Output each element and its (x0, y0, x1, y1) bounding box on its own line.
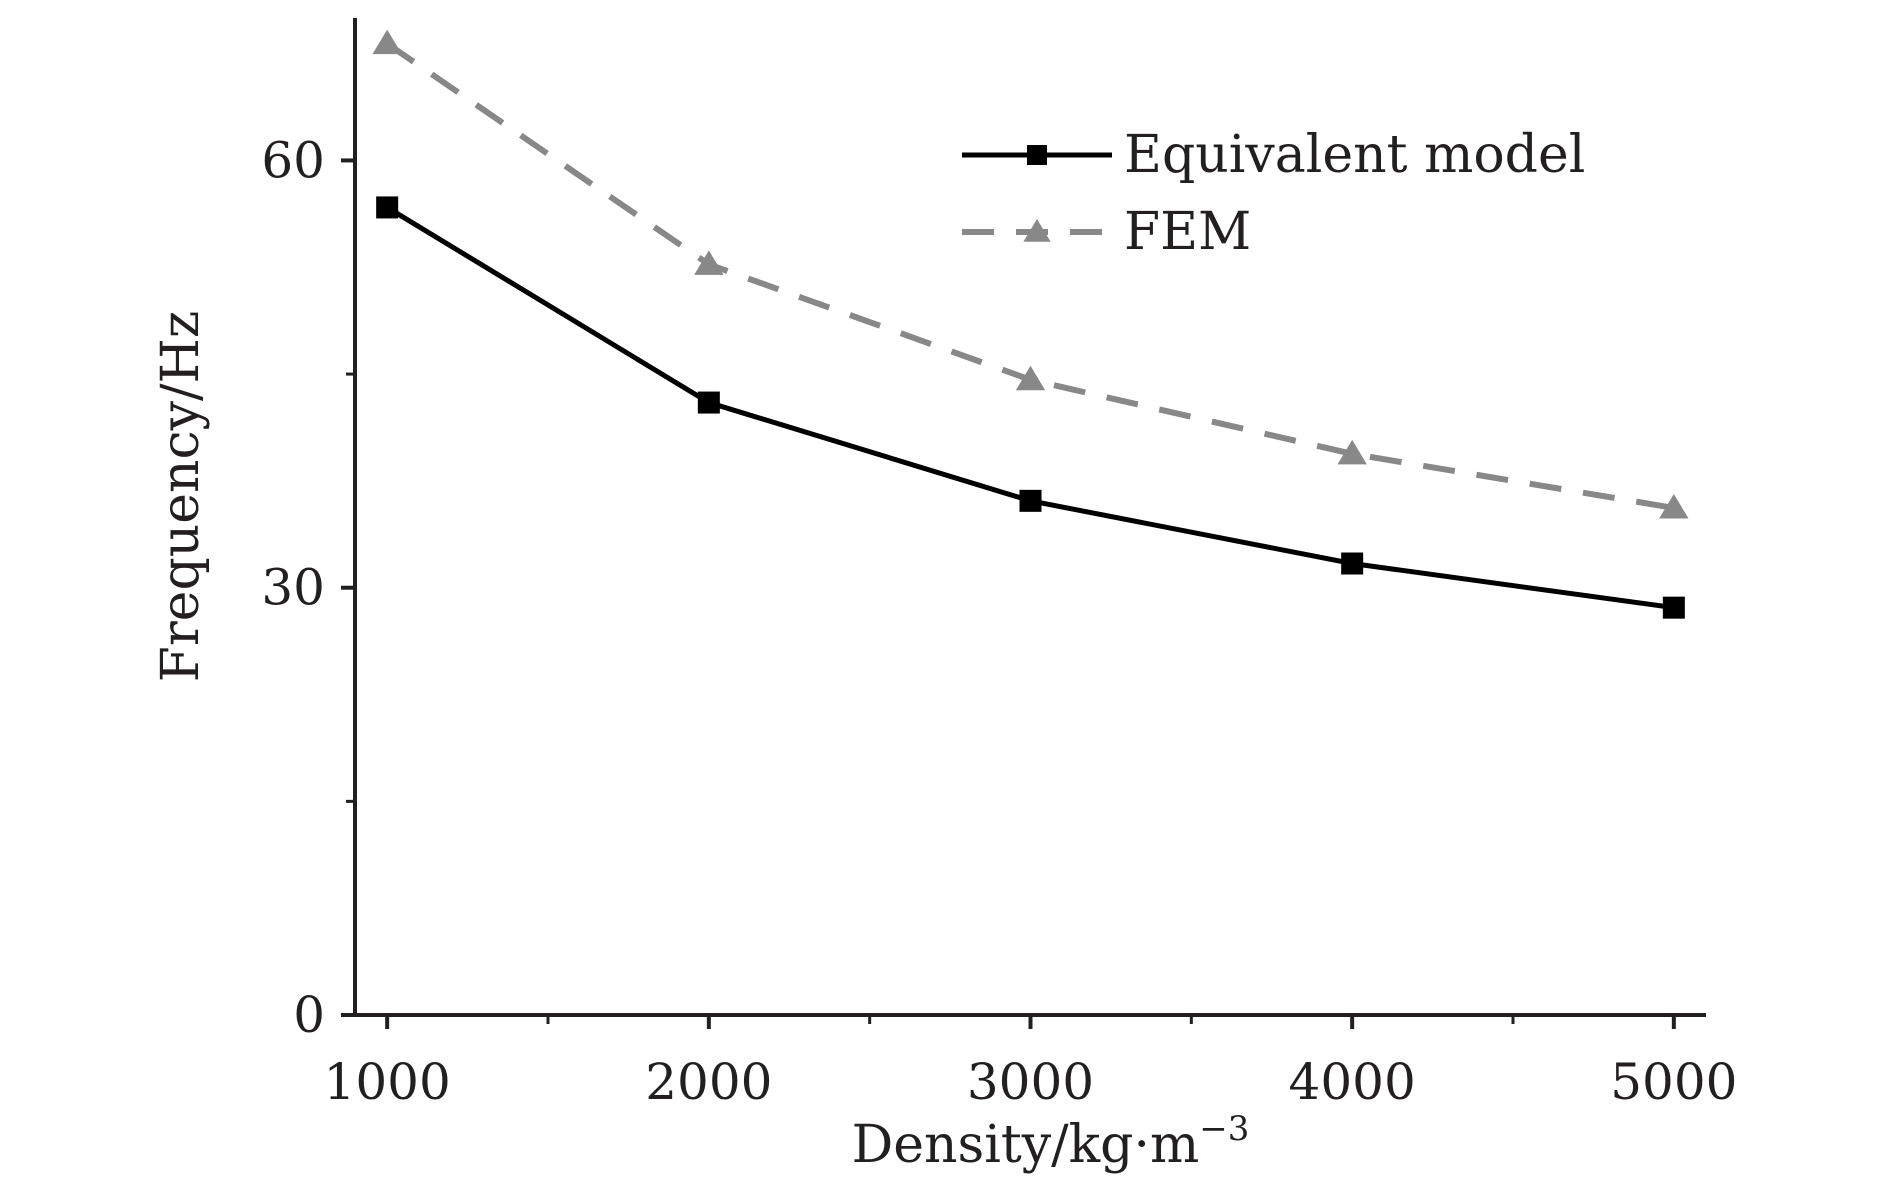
data-point-equivalent-model (1341, 552, 1364, 575)
legend-label-fem: FEM (1124, 202, 1251, 262)
y-tick-label: 30 (261, 559, 325, 617)
series-line-equivalent-model (385, 205, 1675, 611)
data-point-fem (694, 250, 724, 275)
data-point-equivalent-model (697, 391, 720, 414)
x-tick-label: 3000 (967, 1053, 1094, 1111)
y-tick-label: 0 (293, 986, 325, 1044)
legend-marker-equivalent-model (1027, 145, 1047, 165)
data-point-fem (1659, 493, 1689, 519)
data-point-equivalent-model (1019, 489, 1042, 512)
data-point-equivalent-model (1662, 596, 1685, 619)
x-tick-label: 4000 (1289, 1053, 1416, 1111)
legend-label-equivalent-model: Equivalent model (1124, 125, 1585, 185)
legend: Equivalent model FEM (962, 125, 1585, 262)
series-layer (372, 29, 1689, 619)
x-axis-title-exponent: −3 (1199, 1109, 1249, 1149)
series-line-fem (385, 41, 1675, 511)
x-axis-title: Density/kg·m−3 (852, 1109, 1250, 1175)
data-point-fem (1015, 365, 1046, 391)
x-tick-label: 2000 (645, 1053, 772, 1111)
data-point-equivalent-model (376, 196, 399, 219)
data-point-fem (372, 29, 402, 55)
data-point-fem (1337, 439, 1367, 465)
y-axis-title: Frequency/Hz (151, 311, 211, 683)
x-tick-label: 5000 (1610, 1053, 1737, 1111)
x-axis-title-main: Density/kg·m (852, 1115, 1200, 1175)
x-tick-label: 1000 (324, 1053, 451, 1111)
axes: 1000 2000 3000 4000 5000 0 30 60 (261, 18, 1737, 1111)
legend-marker-fem (1023, 219, 1051, 242)
y-tick-label: 60 (261, 131, 325, 189)
